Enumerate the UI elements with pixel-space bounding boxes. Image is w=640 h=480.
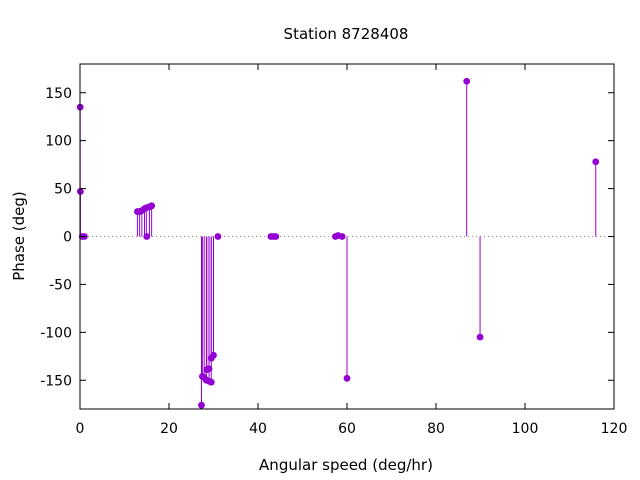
data-point [198,401,205,409]
data-point [463,77,471,85]
x-tick-label: 20 [160,421,178,437]
y-axis-label: Phase (deg) [10,191,28,281]
data-point [338,233,346,240]
y-tick-label: 50 [54,182,72,198]
data-points [76,77,600,409]
x-axis-label: Angular speed (deg/hr) [259,456,433,474]
x-tick-label: 100 [512,421,539,437]
data-point [592,158,600,166]
data-point [343,374,351,382]
data-point [143,233,151,240]
y-tick-label: 150 [45,86,72,102]
y-axis: -150 -100 -50 0 50 100 150 [40,86,614,389]
chart-title: Station 8728408 [284,25,409,43]
x-tick-label: 0 [76,421,85,437]
y-tick-label: -50 [49,277,72,293]
y-tick-label: -150 [40,373,72,389]
data-point [272,233,280,240]
x-axis: 0 20 40 60 80 100 120 [76,64,628,437]
data-point [207,378,215,386]
x-tick-label: 120 [601,421,628,437]
y-tick-label: -100 [40,325,72,341]
data-point [476,333,484,341]
data-point [214,233,222,240]
x-tick-label: 40 [249,421,267,437]
data-point [148,202,156,210]
y-tick-label: 100 [45,134,72,150]
x-tick-label: 60 [338,421,356,437]
data-point [205,365,213,373]
data-point [210,351,217,359]
y-tick-label: 0 [63,230,72,246]
impulse-lines [79,81,597,406]
x-tick-label: 80 [427,421,445,437]
